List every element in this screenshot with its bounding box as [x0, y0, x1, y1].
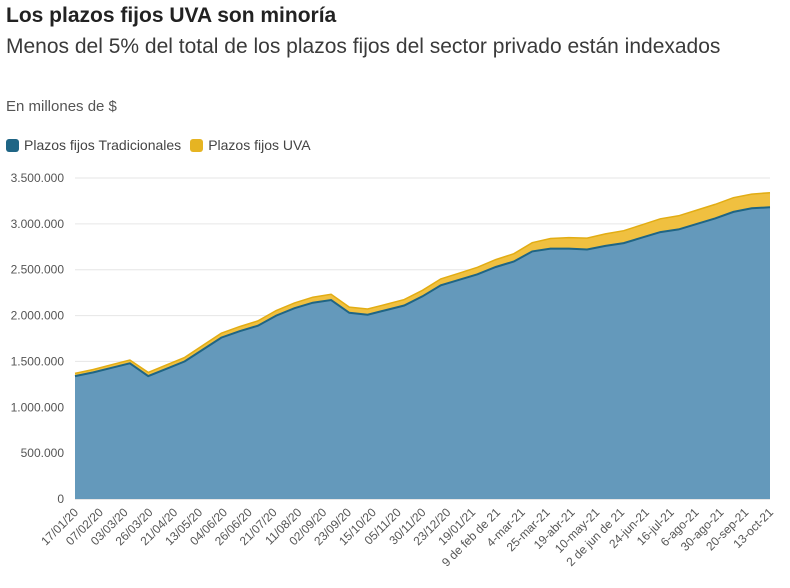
legend-item-traditional[interactable]: Plazos fijos Tradicionales — [6, 137, 181, 153]
chart-subtitle: Menos del 5% del total de los plazos fij… — [6, 35, 721, 58]
y-tick-label: 2.000.000 — [11, 309, 65, 323]
traditional-line — [74, 206, 771, 378]
y-tick-label: 3.000.000 — [11, 217, 65, 231]
stacked-area-chart: 0 500.000 1.000.000 1.500.000 2.000.000 2.500… — [11, 171, 777, 569]
legend: Plazos fijos Tradicionales Plazos fijos … — [6, 137, 320, 153]
legend-label-uva: Plazos fijos UVA — [208, 137, 311, 153]
uva-area — [75, 192, 770, 377]
legend-label-traditional: Plazos fijos Tradicionales — [24, 137, 182, 153]
y-tick-label: 3.500.000 — [11, 171, 65, 185]
legend-swatch-uva — [190, 138, 204, 152]
y-tick-label: 1.500.000 — [11, 354, 65, 368]
legend-swatch-traditional — [6, 138, 19, 152]
y-tick-label: 1.000.000 — [11, 400, 65, 414]
y-tick-label: 2.500.000 — [11, 263, 65, 277]
traditional-area — [75, 207, 770, 500]
x-axis-ticks: 17/01/2007/02/2003/03/2026/03/2021/04/20… — [38, 505, 776, 569]
y-tick-label: 500.000 — [21, 446, 65, 460]
legend-item-uva[interactable]: Plazos fijos UVA — [190, 137, 311, 153]
units-label: En millones de $ — [6, 98, 117, 115]
series-areas — [74, 191, 771, 500]
chart-title: Los plazos fijos UVA son minoría — [6, 4, 337, 27]
uva-line — [74, 191, 771, 375]
y-axis-ticks: 0 500.000 1.000.000 1.500.000 2.000.000 2.500… — [11, 171, 65, 506]
y-tick-label: 0 — [57, 492, 64, 506]
